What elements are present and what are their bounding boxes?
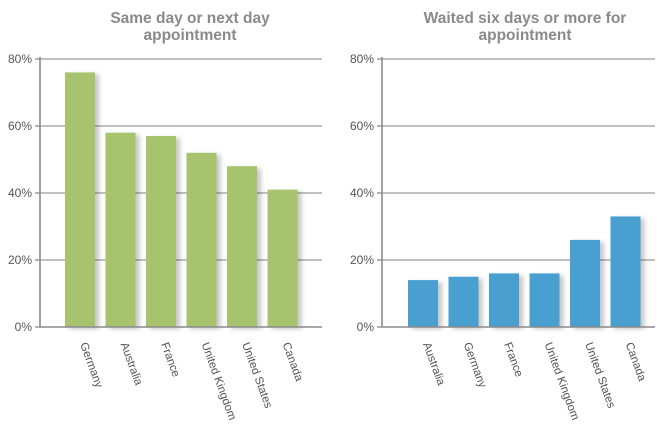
right-y-tick-label: 0% xyxy=(357,320,375,334)
right-bar-australia xyxy=(408,280,438,327)
right-chart-title-line-1: Waited six days or more for xyxy=(423,10,627,27)
right-y-tick-label: 80% xyxy=(350,52,374,66)
right-y-tick-label: 40% xyxy=(350,186,374,200)
left-category-label: Australia xyxy=(118,341,145,388)
right-chart-title-line-2: appointment xyxy=(478,27,572,44)
left-bar-united-states xyxy=(227,166,257,327)
left-bar-australia xyxy=(105,132,136,327)
right-category-label: Australia xyxy=(420,341,447,388)
left-category-label: France xyxy=(158,341,182,379)
right-bar-germany xyxy=(448,276,479,327)
left-y-tick-label: 80% xyxy=(8,52,32,66)
right-category-label: Germany xyxy=(461,341,489,390)
right-category-label: France xyxy=(501,341,525,379)
right-category-label: Canada xyxy=(623,341,648,384)
left-y-tick-label: 40% xyxy=(8,186,32,200)
left-bar-france xyxy=(146,136,176,327)
left-bar-united-kingdom xyxy=(186,152,217,327)
left-chart-title-line-1: Same day or next day xyxy=(110,10,270,27)
left-y-tick-label: 0% xyxy=(15,320,33,334)
right-y-tick-label: 60% xyxy=(350,119,374,133)
right-category-label: United Kingdom xyxy=(542,341,581,422)
right-chart-title: Waited six days or more for appointment xyxy=(390,10,660,44)
left-bar-chart: 0% 20% 40% 60% 80% Germany Australia France Unit… xyxy=(8,52,322,422)
right-bar-united-states xyxy=(570,239,600,327)
right-bar-chart: 0% 20% 40% 60% 80% Australia Germany France Unit… xyxy=(350,52,655,422)
right-category-label: United States xyxy=(582,341,617,410)
right-bar-france xyxy=(489,273,519,327)
left-category-label: Germany xyxy=(77,341,105,390)
right-bar-canada xyxy=(610,216,641,327)
left-bar-canada xyxy=(267,189,298,327)
right-bar-united-kingdom xyxy=(529,273,560,327)
right-y-tick-label: 20% xyxy=(350,253,374,267)
left-category-label: United States xyxy=(239,341,274,410)
left-bar-germany xyxy=(65,72,95,328)
left-category-label: Canada xyxy=(280,341,305,384)
left-y-tick-label: 20% xyxy=(8,253,32,267)
left-category-label: United Kingdom xyxy=(199,341,238,422)
left-chart-title: Same day or next day appointment xyxy=(60,10,320,44)
left-chart-title-line-2: appointment xyxy=(143,27,237,44)
left-y-tick-label: 60% xyxy=(8,119,32,133)
